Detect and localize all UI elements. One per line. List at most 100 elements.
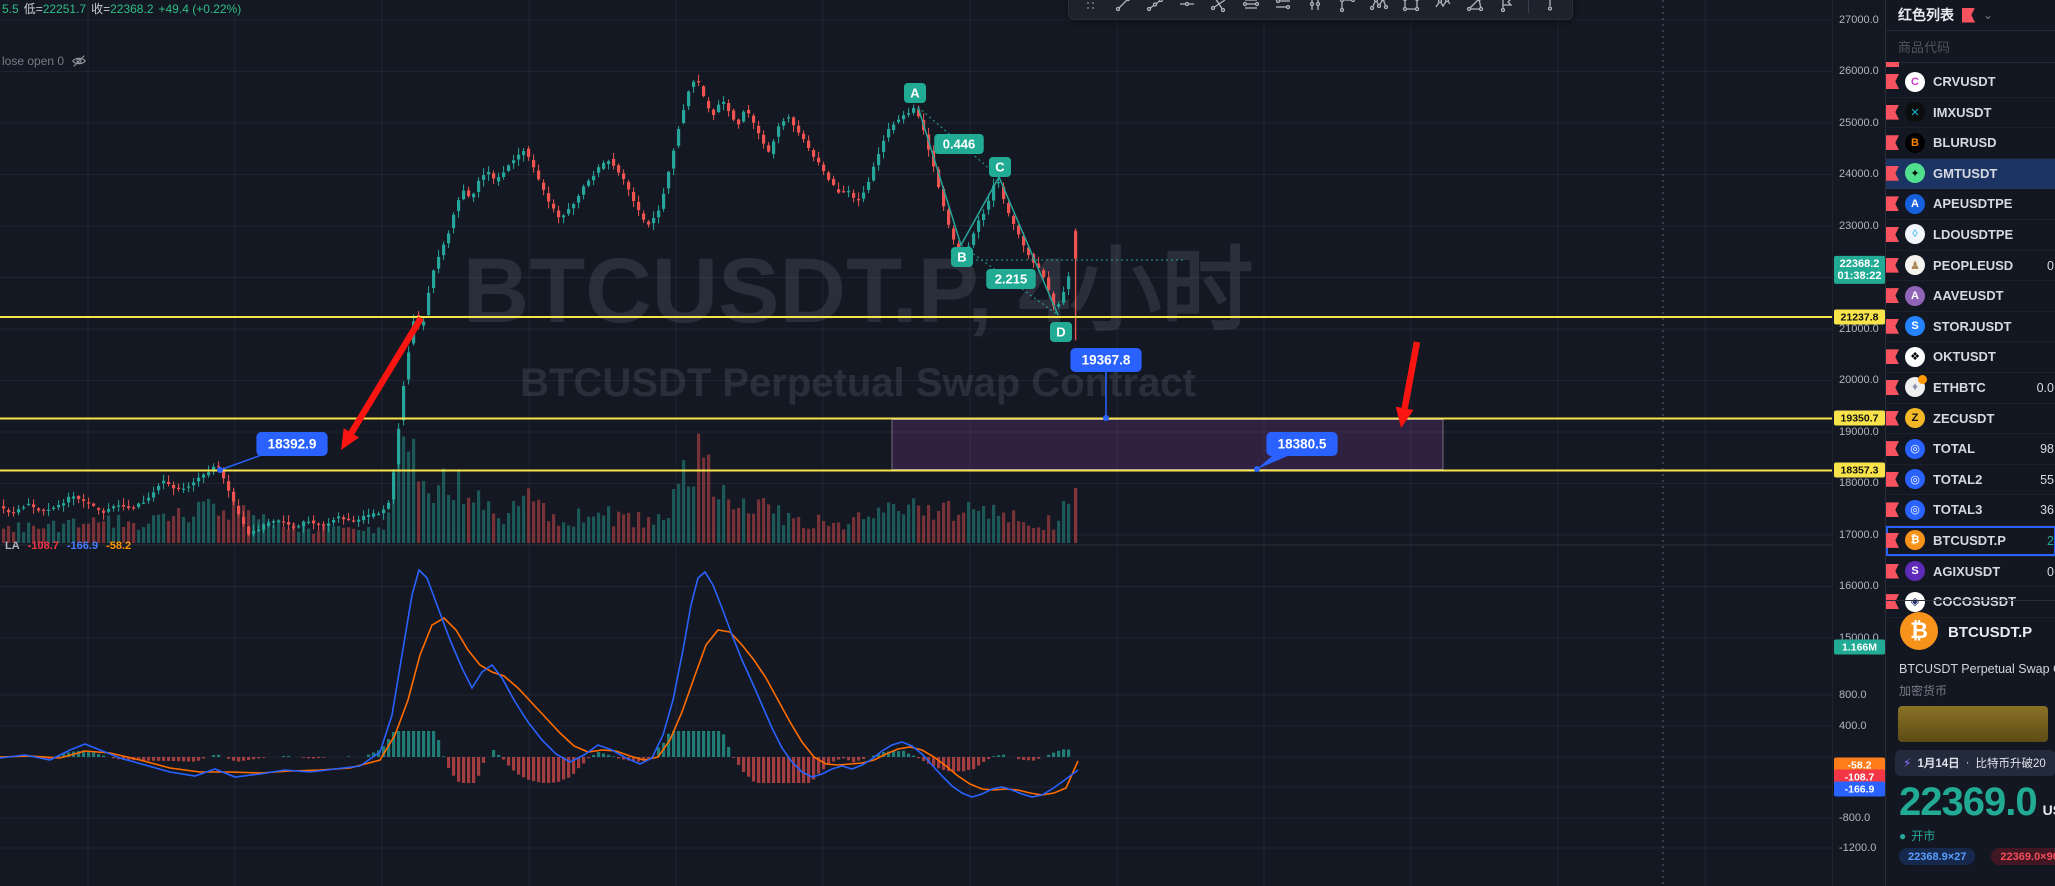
watchlist-row-COCOSUSDT[interactable]: ◈ COCOSUSDT [1886,587,2055,618]
tool-trend-line[interactable] [1108,0,1138,18]
tool-horizontal-line[interactable] [1172,0,1202,18]
watchlist-row-APEUSDTPE[interactable]: A APEUSDTPE [1886,189,2055,220]
watchlist-row-CRVUSDT[interactable]: C CRVUSDT [1886,67,2055,98]
red-flag-icon[interactable] [1886,410,1899,426]
macd-legend[interactable]: LA -108.7 -166.9 -58.2 [5,540,131,552]
axis-badge-19350.7: 19350.7 [1834,410,1885,426]
tool-anchored-note[interactable] [1535,0,1565,18]
watchlist-row-IMXUSDT[interactable]: ✕ IMXUSDT [1886,98,2055,129]
watchlist-row-ZECUSDT[interactable]: Z ZECUSDT [1886,404,2055,435]
coin-icon-STORJUSDT: S [1905,316,1925,337]
red-flag-icon[interactable] [1886,318,1899,334]
red-flag-icon[interactable] [1886,349,1899,365]
drawing-toolbar[interactable] [1068,0,1573,20]
svg-text:18380.5: 18380.5 [1278,437,1327,452]
xabcd-pattern-icon [1370,0,1388,10]
indicator-legend[interactable]: lose open 0 [2,53,87,69]
red-flag-icon[interactable] [1886,379,1899,395]
red-flag-icon[interactable] [1886,594,1899,610]
eye-slash-icon[interactable] [71,53,87,69]
watchlist-row-TOTAL3[interactable]: ◎ TOTAL3 36 [1886,495,2055,526]
red-flag-icon[interactable] [1886,471,1899,487]
symbol-label: CRVUSDT [1933,74,1996,89]
red-flag-icon[interactable] [1886,104,1899,120]
watchlist-header[interactable]: 红色列表 ⌄ [1886,0,2055,30]
news-item[interactable]: ⚡ 1月14日 · 比特币升破20 [1895,750,2055,776]
tool-gann-corner[interactable] [1332,0,1362,18]
watchlist-row-BTCUSDT.P[interactable]: ₿ BTCUSDT.P 2 [1886,526,2055,557]
red-flag-icon[interactable] [1886,165,1899,181]
tool-xabcd-pattern[interactable] [1364,0,1394,18]
watchlist-row-STORJUSDT[interactable]: S STORJUSDT [1886,312,2055,343]
symbol-label: IMXUSDT [1933,104,1992,120]
tool-disjoint-channel[interactable] [1268,0,1298,18]
chevron-down-icon[interactable]: ⌄ [1983,8,1994,22]
callout-18392.9[interactable]: 18392.9 [217,432,328,473]
watchlist-row-GMTUSDT[interactable]: ✦ GMTUSDT [1886,158,2055,190]
price-currency: USDT [2042,802,2055,818]
highlight-zone-box[interactable] [891,419,1444,470]
ratio-badge-0.446 [934,134,984,154]
tool-cross-line[interactable] [1204,0,1234,18]
macd-line [0,568,1079,798]
red-flag-icon[interactable] [1886,74,1899,89]
horizontal-price-lines[interactable] [0,316,1832,472]
axis-label-16000.0: 16000.0 [1839,580,1879,592]
axis-label-20000.0: 20000.0 [1839,374,1879,386]
tool-elliott-wave[interactable] [1428,0,1458,18]
watchlist-rows: C CRVUSDT ✕ IMXUSDT B BLURUSD ✦ GMTUSDT A APEUSDT… [1886,67,2055,618]
tool-triangle-pattern[interactable] [1460,0,1490,18]
axis-badge-21237.8: 21237.8 [1834,309,1885,325]
symbol-value: 98 [2040,442,2054,457]
axis-label-400.0: 400.0 [1839,720,1867,732]
axis-label-21000.0: 21000.0 [1839,323,1879,335]
symbol-search-input[interactable]: 商品代码 [1886,30,2055,63]
axis-label-17000.0: 17000.0 [1839,529,1879,541]
watchlist-row-LDOUSDTPE[interactable]: ◊ LDOUSDTPE [1886,220,2055,251]
watchlist-row-TOTAL2[interactable]: ◎ TOTAL2 55 [1886,465,2055,496]
tool-parallel-channel[interactable] [1236,0,1266,18]
red-flag-icon[interactable] [1886,226,1899,242]
watchlist-row-BLURUSD[interactable]: B BLURUSD [1886,128,2055,159]
tool-drag-handle[interactable] [1076,0,1106,18]
watchlist-sidebar: 红色列表 ⌄ 商品代码 C CRVUSDT ✕ IMXUSDT B BLURUSD ✦ GMT… [1885,0,2055,886]
watchlist-row-TOTAL[interactable]: ◎ TOTAL 98 [1886,434,2055,465]
tool-multi-point-line[interactable] [1140,0,1170,18]
tool-forecast-flag[interactable] [1492,0,1522,18]
market-status: ● 开市 [1899,827,1935,844]
red-flag-icon[interactable] [1886,288,1899,304]
symbol-label: BLURUSD [1933,135,1997,151]
red-arrow-1[interactable] [341,316,424,450]
watchlist-row-PEOPLEUSD[interactable]: ♟ PEOPLEUSD 0 [1886,251,2055,282]
abcd-pattern[interactable]: A B C D 0.446 2.215 [904,83,1185,342]
axis-label-23000.0: 23000.0 [1839,220,1879,232]
coin-icon-COCOSUSDT: ◈ [1905,591,1925,612]
callout-19367.8[interactable]: 19367.8 [1070,348,1142,421]
symbol-label: PEOPLEUSD [1933,257,2014,273]
svg-text:19367.8: 19367.8 [1082,353,1131,368]
symbol-label: AGIXUSDT [1933,563,2001,579]
red-flag-icon[interactable] [1886,196,1899,212]
red-flag-icon[interactable] [1886,532,1899,548]
red-flag-icon[interactable] [1886,135,1899,151]
partial-row-flag [1886,62,1899,67]
red-flag-icon[interactable] [1886,563,1899,579]
red-flag-icon[interactable] [1886,441,1899,457]
elliott-wave-icon [1435,0,1451,7]
tool-pattern-box[interactable] [1396,0,1426,18]
watchlist-row-OKTUSDT[interactable]: ❖ OKTUSDT [1886,342,2055,373]
callout-18380.5[interactable]: 18380.5 [1254,432,1338,472]
coin-icon-IMXUSDT: ✕ [1905,102,1925,123]
red-flag-icon[interactable] [1886,257,1899,273]
watchlist-row-AAVEUSDT[interactable]: A AAVEUSDT [1886,281,2055,312]
price-axis[interactable]: 27000.0 26000.0 25000.0 24000.0 23000.0 21000… [1832,0,1886,886]
watchlist-row-ETHBTC[interactable]: ♦ ETHBTC 0.0 [1886,373,2055,404]
ad-banner[interactable] [1898,706,2048,742]
watchlist-row-AGIXUSDT[interactable]: S AGIXUSDT 0 [1886,557,2055,588]
tool-price-range[interactable] [1300,0,1330,18]
red-flag-icon[interactable] [1886,502,1899,518]
red-arrow-2[interactable] [1395,341,1421,428]
